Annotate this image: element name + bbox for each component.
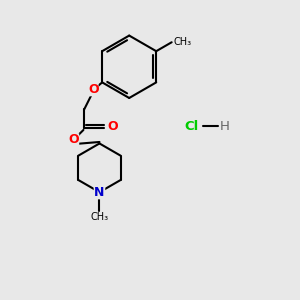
Text: H: H [219,120,229,133]
Text: O: O [88,83,99,96]
Text: O: O [107,121,118,134]
Text: O: O [69,133,79,146]
Text: CH₃: CH₃ [90,212,109,222]
Text: Cl: Cl [184,120,199,133]
Text: CH₃: CH₃ [173,37,192,47]
Text: N: N [94,186,105,199]
